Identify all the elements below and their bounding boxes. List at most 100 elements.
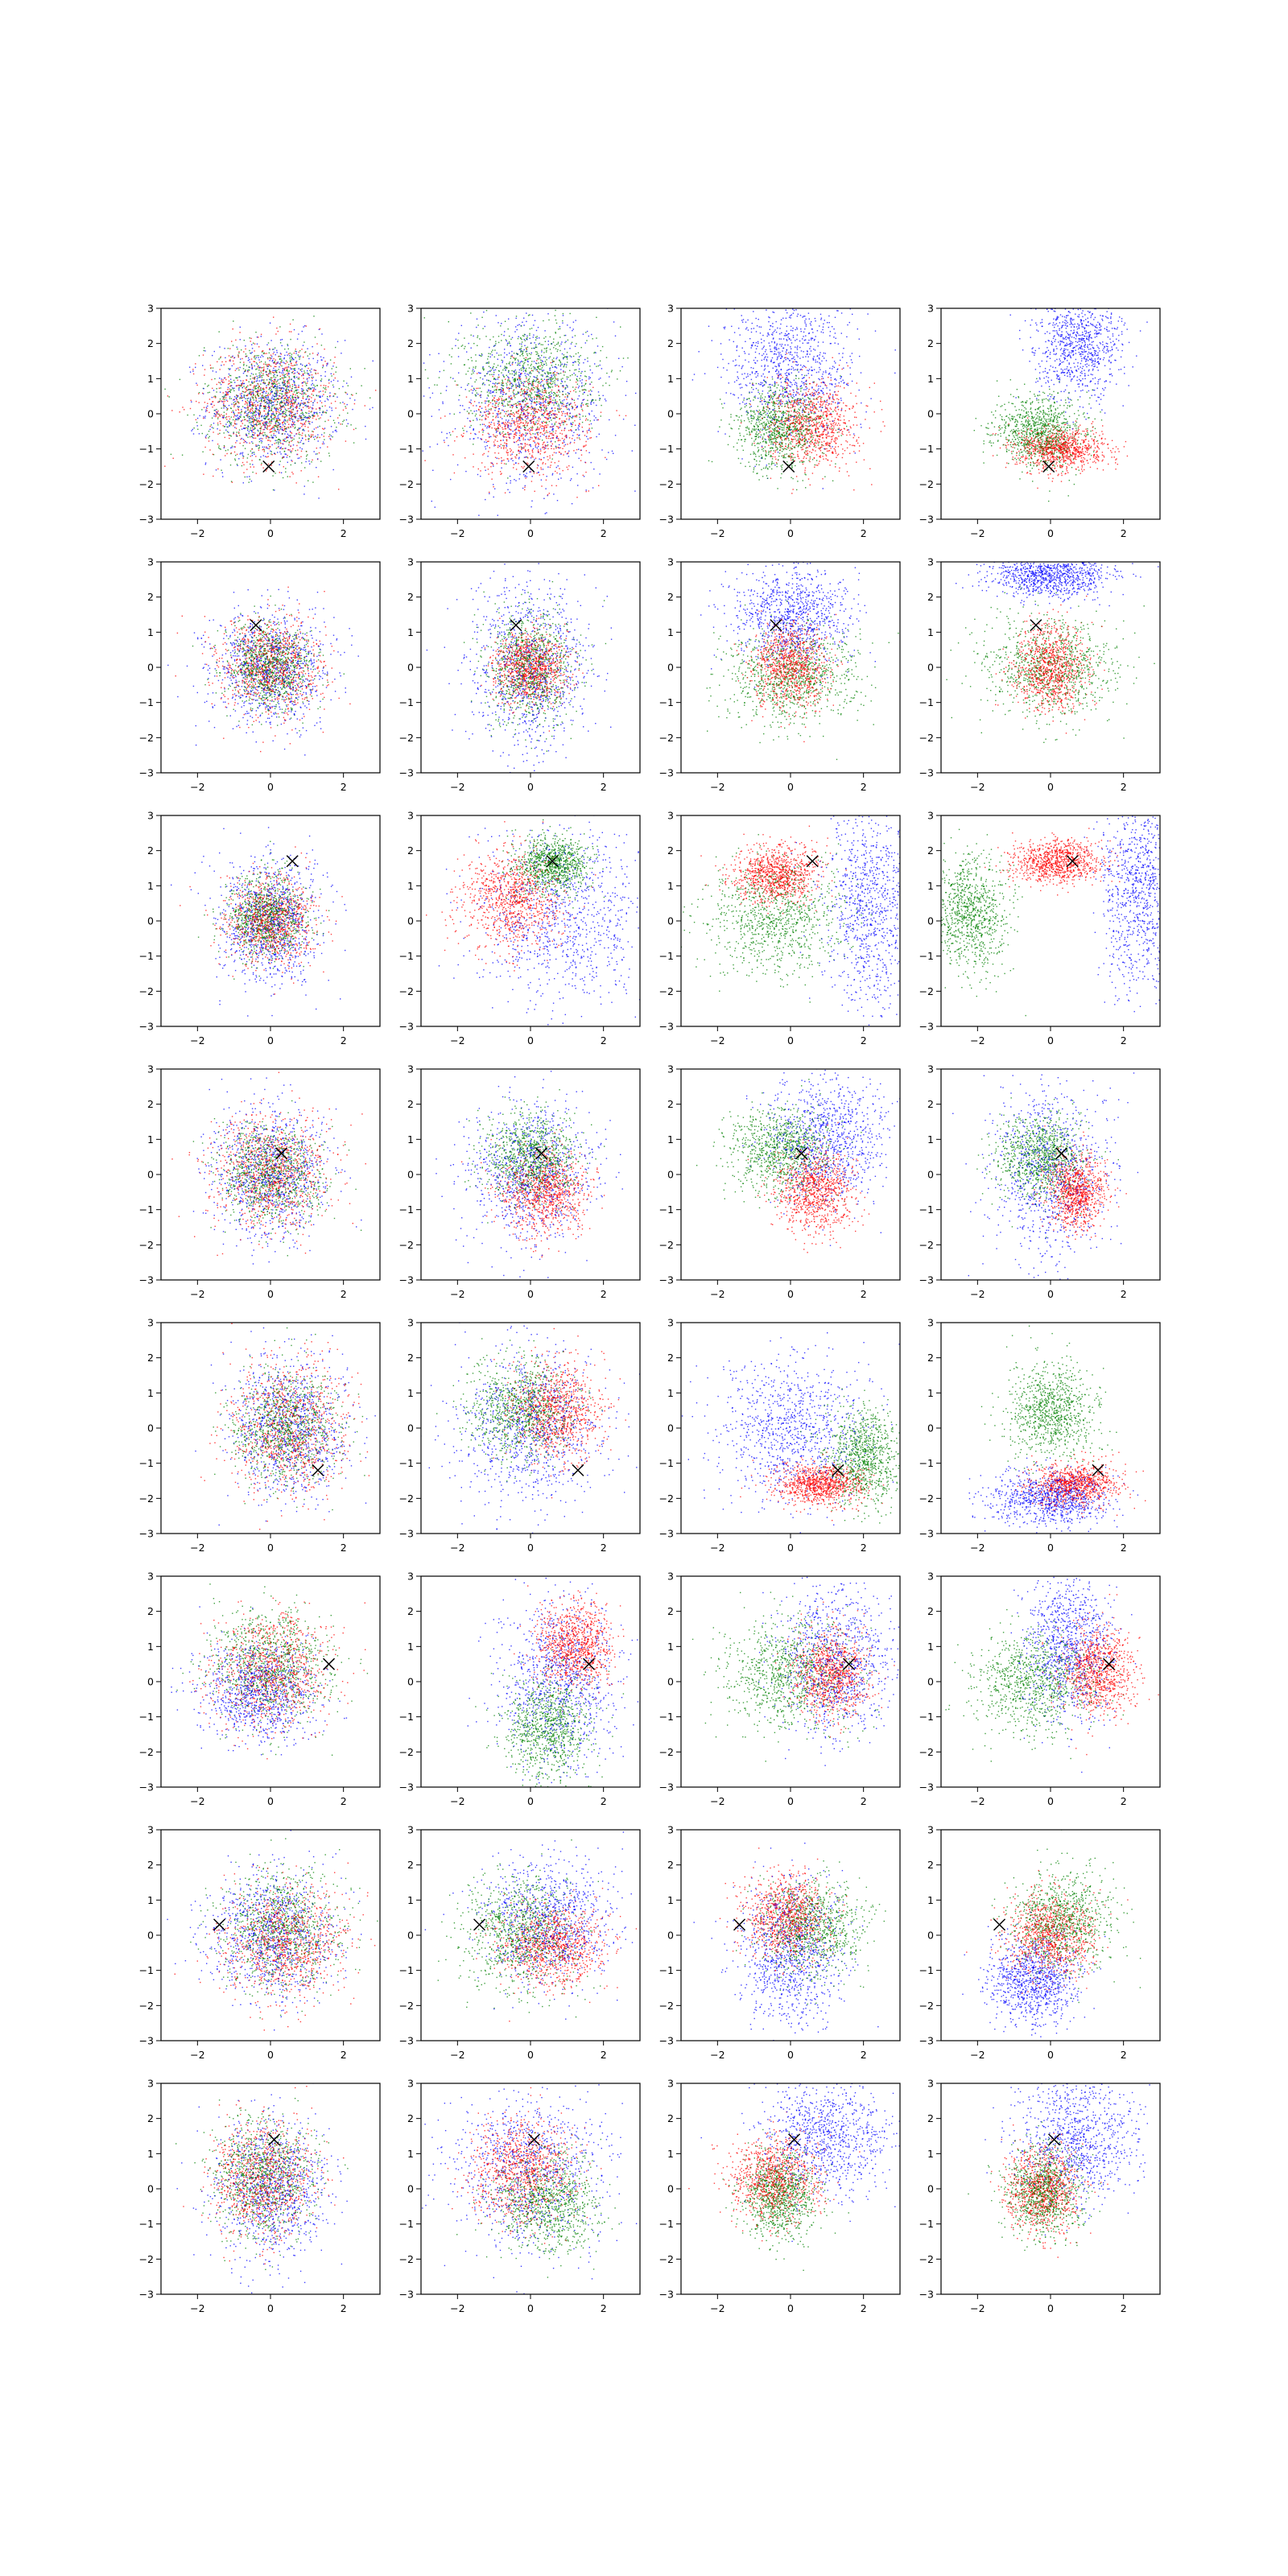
point-blue bbox=[552, 367, 553, 368]
point-green bbox=[231, 424, 232, 425]
point-red bbox=[560, 453, 561, 454]
point-green bbox=[277, 427, 278, 428]
reference-x-marker bbox=[263, 461, 275, 473]
point-red bbox=[309, 396, 310, 397]
point-blue bbox=[311, 384, 312, 385]
point-blue bbox=[580, 375, 581, 376]
point-green bbox=[217, 418, 218, 419]
point-green bbox=[272, 475, 273, 476]
point-red bbox=[256, 425, 257, 426]
point-blue bbox=[495, 369, 496, 370]
point-blue bbox=[322, 395, 323, 396]
point-green bbox=[534, 348, 535, 349]
point-red bbox=[252, 403, 253, 404]
point-blue bbox=[288, 366, 289, 367]
point-blue bbox=[207, 406, 208, 407]
point-red bbox=[246, 407, 247, 408]
point-red bbox=[494, 428, 495, 429]
point-green bbox=[549, 421, 550, 422]
point-red bbox=[255, 415, 256, 416]
point-red bbox=[167, 395, 168, 396]
point-green bbox=[611, 371, 612, 372]
point-green bbox=[282, 457, 283, 458]
point-red bbox=[238, 385, 239, 386]
point-green bbox=[252, 407, 253, 408]
point-green bbox=[254, 427, 255, 428]
point-blue bbox=[281, 373, 282, 374]
point-red bbox=[558, 428, 559, 429]
point-red bbox=[508, 434, 509, 435]
point-blue bbox=[293, 359, 294, 360]
point-red bbox=[291, 451, 292, 452]
point-green bbox=[268, 342, 269, 343]
point-red bbox=[545, 392, 546, 393]
point-red bbox=[317, 354, 318, 355]
point-blue bbox=[565, 415, 566, 416]
point-green bbox=[537, 387, 538, 388]
point-blue bbox=[429, 387, 430, 388]
point-red bbox=[255, 395, 256, 396]
point-blue bbox=[317, 458, 318, 459]
point-red bbox=[270, 393, 271, 394]
point-green bbox=[531, 393, 532, 394]
point-blue bbox=[542, 428, 543, 429]
point-green bbox=[269, 389, 270, 390]
point-green bbox=[543, 421, 544, 422]
point-green bbox=[243, 364, 244, 365]
point-blue bbox=[192, 370, 193, 371]
point-red bbox=[261, 367, 262, 368]
point-red bbox=[542, 380, 543, 381]
point-red bbox=[585, 444, 586, 445]
point-blue bbox=[308, 413, 309, 414]
point-blue bbox=[278, 361, 279, 362]
point-blue bbox=[523, 324, 524, 325]
point-blue bbox=[423, 395, 424, 396]
point-blue bbox=[315, 389, 316, 390]
point-red bbox=[275, 333, 276, 334]
point-blue bbox=[215, 410, 216, 411]
point-red bbox=[279, 472, 280, 473]
point-blue bbox=[533, 448, 534, 449]
point-red bbox=[545, 398, 546, 399]
point-green bbox=[216, 391, 217, 392]
point-blue bbox=[212, 440, 213, 441]
point-red bbox=[259, 414, 260, 415]
point-blue bbox=[581, 402, 582, 403]
point-blue bbox=[518, 383, 519, 384]
point-blue bbox=[485, 448, 486, 449]
point-red bbox=[245, 387, 246, 388]
point-green bbox=[276, 393, 277, 394]
point-blue bbox=[274, 370, 275, 371]
point-green bbox=[310, 416, 311, 417]
point-blue bbox=[251, 373, 252, 374]
point-green bbox=[291, 388, 292, 389]
point-green bbox=[306, 451, 307, 452]
point-green bbox=[282, 402, 283, 403]
point-red bbox=[538, 386, 539, 387]
point-blue bbox=[517, 325, 518, 326]
point-green bbox=[289, 441, 290, 442]
point-green bbox=[255, 417, 256, 418]
point-blue bbox=[586, 489, 587, 490]
point-blue bbox=[592, 487, 593, 488]
point-blue bbox=[542, 376, 543, 377]
point-red bbox=[287, 367, 288, 368]
point-blue bbox=[588, 378, 589, 379]
point-red bbox=[456, 436, 457, 437]
point-blue bbox=[303, 493, 304, 494]
point-green bbox=[298, 442, 299, 443]
point-blue bbox=[277, 387, 278, 388]
point-green bbox=[224, 426, 225, 427]
point-blue bbox=[492, 463, 493, 464]
point-red bbox=[523, 384, 524, 385]
point-red bbox=[514, 421, 515, 422]
point-red bbox=[224, 405, 225, 406]
point-green bbox=[471, 357, 472, 358]
point-red bbox=[526, 389, 527, 390]
point-blue bbox=[482, 415, 483, 416]
point-blue bbox=[543, 435, 544, 436]
point-green bbox=[228, 348, 229, 349]
point-green bbox=[219, 401, 220, 402]
point-green bbox=[550, 394, 551, 395]
point-red bbox=[254, 377, 255, 378]
